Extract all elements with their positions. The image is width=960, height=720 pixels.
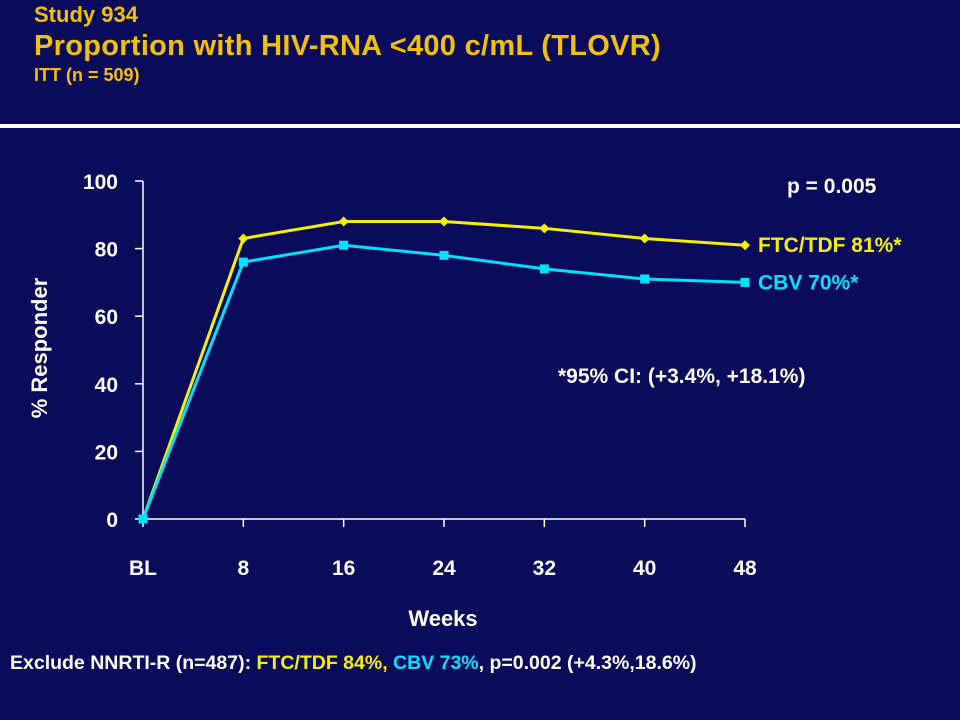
data-point-ftc-tdf (539, 223, 550, 234)
y-tick-label: 60 (95, 306, 118, 329)
data-point-ftc-tdf (639, 233, 650, 244)
y-tick-label: 80 (95, 239, 118, 262)
y-axis-label: % Responder (27, 277, 52, 418)
data-point-ftc-tdf (439, 216, 449, 227)
x-tick-label: 24 (432, 557, 456, 580)
x-tick-label: 16 (332, 557, 355, 580)
data-point-cbv (740, 277, 750, 287)
data-point-cbv (339, 240, 349, 250)
data-point-ftc-tdf (740, 240, 750, 251)
footnote-ftc: FTC/TDF 84%, (256, 652, 388, 674)
data-point-ftc-tdf (238, 233, 249, 244)
data-point-ftc-tdf (338, 216, 349, 227)
x-axis-label: Weeks (408, 606, 477, 631)
data-point-cbv (238, 257, 248, 267)
study-label: Study 934 (34, 2, 138, 27)
y-tick-label: 100 (83, 171, 118, 194)
page-title: Proportion with HIV-RNA <400 c/mL (TLOVR… (34, 30, 661, 62)
nnrti-footnote: Exclude NNRTI-R (n=487): FTC/TDF 84%, CB… (10, 652, 955, 675)
header-divider (0, 124, 960, 128)
y-tick-label: 20 (95, 441, 118, 464)
x-tick-label: BL (129, 557, 157, 580)
data-point-cbv (640, 274, 650, 284)
subtitle: ITT (n = 509) (34, 65, 140, 85)
x-tick-label: 40 (633, 557, 656, 580)
x-tick-label: 8 (237, 557, 249, 580)
x-tick-label: 48 (733, 557, 757, 580)
series-label-cbv: CBV 70%* (758, 271, 859, 294)
y-tick-label: 40 (95, 374, 118, 397)
data-point-cbv (439, 250, 449, 260)
y-tick-label: 0 (106, 509, 118, 532)
footnote-cbv: CBV 73% (393, 652, 479, 674)
data-point-cbv (138, 514, 148, 524)
series-label-ftc-tdf: FTC/TDF 81%* (758, 234, 902, 257)
p-value-annotation: p = 0.005 (787, 175, 877, 198)
footnote-prefix: Exclude NNRTI-R (n=487): (10, 652, 257, 674)
confidence-interval-annotation: *95% CI: (+3.4%, +18.1%) (558, 365, 805, 388)
x-tick-label: 32 (533, 557, 556, 580)
footnote-rest: , p=0.002 (+4.3%,18.6%) (478, 652, 697, 674)
data-point-cbv (539, 264, 549, 274)
header: Study 934 Proportion with HIV-RNA <400 c… (34, 2, 661, 86)
